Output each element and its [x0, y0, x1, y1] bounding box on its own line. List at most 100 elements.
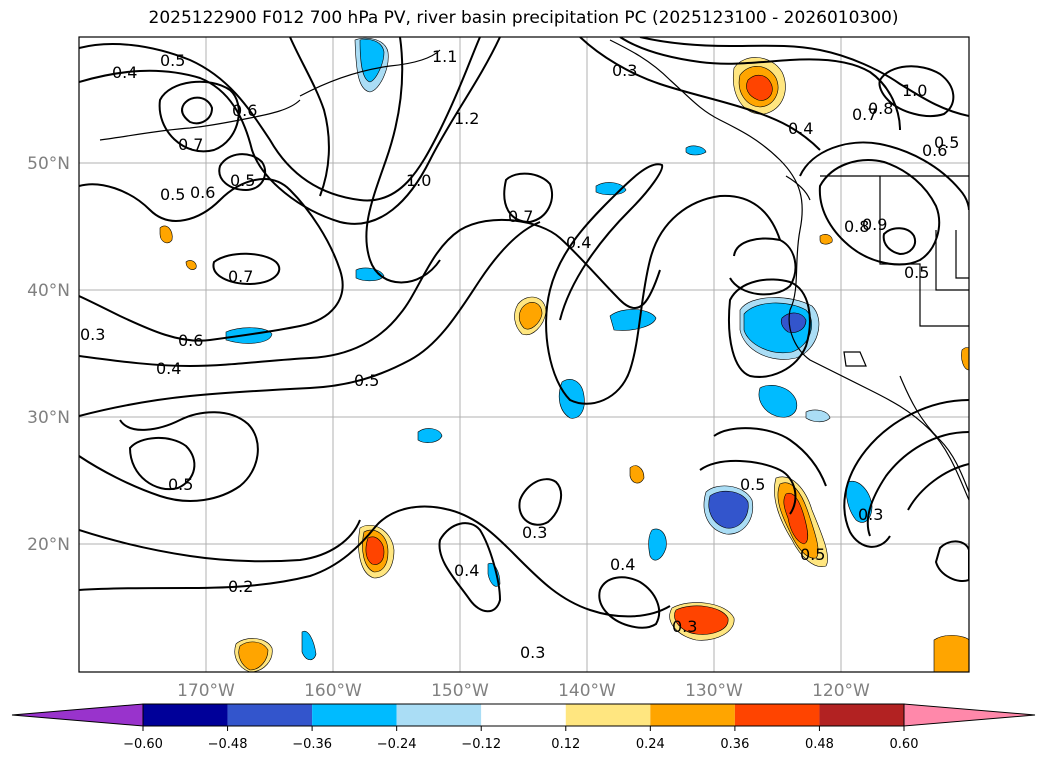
contour-label: 0.4	[112, 63, 137, 82]
contour-label: 0.2	[228, 577, 253, 596]
pv-contour	[79, 37, 501, 225]
colorbar-cell	[650, 704, 735, 726]
colorbar-cell	[565, 704, 651, 726]
pv-contour	[518, 478, 563, 526]
colorbar-tick-label: −0.36	[292, 737, 332, 752]
pv-contour	[128, 436, 196, 491]
colorbar-cells	[11, 703, 1036, 727]
pv-contour	[579, 37, 821, 151]
coastlines	[99, 39, 969, 501]
contour-label: 0.4	[454, 561, 479, 580]
contour-label: 0.5	[904, 263, 929, 282]
lon-label-160w: 160°W	[304, 681, 362, 701]
contour-label: 0.9	[862, 215, 887, 234]
contour-label: 1.0	[406, 171, 431, 190]
contour-label: 0.3	[522, 523, 547, 542]
lon-label-120w: 120°W	[812, 681, 870, 701]
colorbar: −0.60 −0.48 −0.36 −0.24 −0.12 0.12 0.24 0.36 0.4…	[11, 703, 1036, 752]
colorbar-tick-label: −0.24	[377, 737, 417, 752]
contour-label: 0.4	[566, 233, 591, 252]
lon-label-170w: 170°W	[177, 681, 235, 701]
pv-contour	[79, 411, 259, 502]
colorbar-cell	[143, 704, 228, 726]
contour-label: 1.2	[454, 109, 479, 128]
contour-label: 0.3	[672, 617, 697, 636]
pv-contour	[907, 463, 969, 511]
contour-label: 0.3	[858, 505, 883, 524]
contour-label: 0.6	[232, 101, 257, 120]
pv-contour	[598, 576, 661, 629]
colorbar-tick-label: 0.24	[636, 737, 665, 752]
colorbar-cell	[734, 704, 820, 726]
contour-label: 0.5	[800, 545, 825, 564]
map-plot-area	[78, 36, 970, 673]
contour-label: 0.5	[740, 475, 765, 494]
pv-contour	[799, 141, 969, 211]
contour-label: 0.6	[190, 183, 215, 202]
pv-contour	[438, 522, 502, 613]
contour-label: 0.7	[508, 207, 533, 226]
colorbar-tick-label: 0.36	[720, 737, 749, 752]
colorbar-tick-label: 0.60	[890, 737, 919, 752]
contour-label: 0.5	[354, 371, 379, 390]
colorbar-tick-label: 0.48	[805, 737, 834, 752]
pv-contour	[619, 37, 901, 131]
contour-label: 1.1	[432, 47, 457, 66]
pv-contour	[289, 37, 330, 197]
pv-contour	[713, 427, 827, 487]
longitude-labels: 170°W 160°W 150°W 140°W 130°W 120°W	[177, 681, 870, 701]
pv-contour	[818, 159, 941, 266]
pv-contour	[843, 399, 969, 548]
colorbar-cell	[819, 704, 904, 726]
contour-label: 0.7	[228, 267, 253, 286]
contour-label: 0.5	[160, 51, 185, 70]
lon-label-140w: 140°W	[558, 681, 616, 701]
contour-label: 0.5	[934, 133, 959, 152]
pv-contour	[79, 218, 661, 368]
latitude-labels: 50°N 40°N 30°N 20°N	[27, 154, 70, 555]
colorbar-extend-high	[903, 703, 1036, 727]
lon-label-150w: 150°W	[431, 681, 489, 701]
colorbar-tick-label: −0.48	[208, 737, 248, 752]
colorbar-frame	[142, 703, 905, 727]
contour-label: 0.7	[852, 105, 877, 124]
pv-contour	[729, 237, 797, 296]
lat-label-50n: 50°N	[27, 154, 70, 174]
colorbar-cell	[227, 704, 313, 726]
contour-label: 0.8	[844, 217, 869, 236]
pv-contour	[728, 278, 811, 378]
pv-contour	[699, 460, 797, 515]
pv-contour	[79, 178, 344, 342]
contour-label: 0.4	[788, 119, 813, 138]
lon-label-130w: 130°W	[685, 681, 743, 701]
colorbar-tick-label: −0.12	[461, 737, 501, 752]
contour-label: 0.3	[520, 643, 545, 662]
pv-contour	[882, 227, 916, 256]
pv-contour	[866, 431, 969, 537]
contour-label: 0.5	[230, 171, 255, 190]
pv-contours	[79, 37, 969, 629]
pv-contour	[639, 37, 969, 117]
colorbar-tick-label: −0.60	[123, 737, 163, 752]
pv-contour	[878, 65, 955, 118]
pv-contour	[79, 37, 481, 202]
colorbar-tick-label: 0.12	[551, 737, 580, 752]
colorbar-cell	[481, 704, 566, 726]
pv-contour	[503, 172, 553, 224]
pv-contour	[181, 96, 214, 125]
pv-contour	[158, 80, 240, 153]
pv-contour	[218, 153, 267, 192]
contour-label: 0.7	[178, 135, 203, 154]
contour-label: 0.4	[610, 555, 635, 574]
contour-label: 0.3	[80, 325, 105, 344]
colorbar-cell	[312, 704, 397, 726]
pv-contour	[934, 540, 969, 582]
precip-fill-areas	[159, 37, 969, 672]
pv-contour	[79, 505, 671, 618]
pv-contour	[212, 252, 281, 286]
contour-label: 0.5	[168, 475, 193, 494]
colorbar-cell	[396, 704, 482, 726]
pv-contour	[365, 37, 441, 284]
contour-label: 0.5	[160, 185, 185, 204]
